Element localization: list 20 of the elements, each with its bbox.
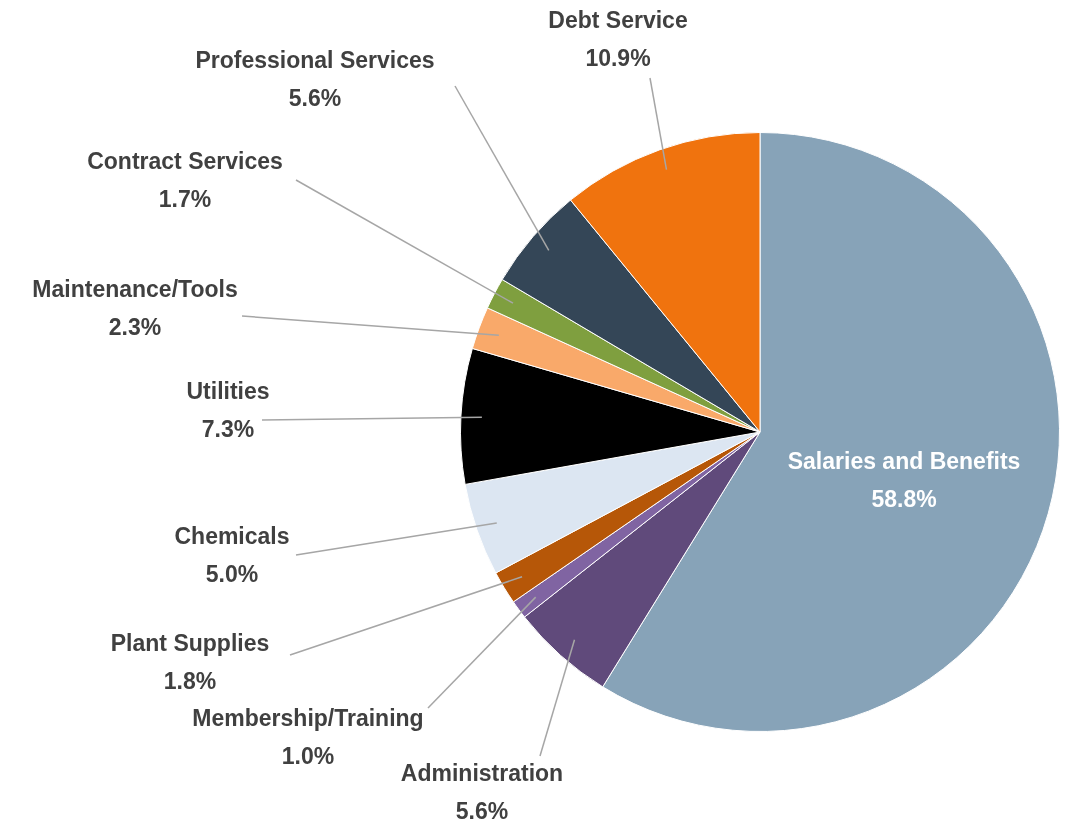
data-label: 7.3% bbox=[201, 416, 255, 443]
slice-label: Contract Services bbox=[87, 148, 283, 175]
slice-label: Salaries and Benefits bbox=[787, 448, 1021, 475]
slice-label: Maintenance/Tools bbox=[32, 276, 238, 303]
slice-label: Chemicals bbox=[174, 523, 290, 550]
data-label: 1.7% bbox=[158, 186, 212, 213]
data-label: 2.3% bbox=[108, 314, 162, 341]
data-label: 5.6% bbox=[455, 798, 509, 825]
slice-label: Debt Service bbox=[548, 7, 688, 34]
data-label: 1.8% bbox=[163, 668, 217, 695]
slice-label: Plant Supplies bbox=[110, 630, 270, 657]
slice-label: Utilities bbox=[186, 378, 270, 405]
data-label: 5.6% bbox=[288, 85, 342, 112]
data-label: 58.8% bbox=[871, 486, 937, 513]
slice-label: Professional Services bbox=[195, 47, 435, 74]
slice-label: Administration bbox=[400, 760, 564, 787]
data-label: 1.0% bbox=[281, 743, 335, 770]
slice-label: Membership/Training bbox=[192, 705, 424, 732]
data-label: 5.0% bbox=[205, 561, 259, 588]
data-label: 10.9% bbox=[585, 45, 651, 72]
